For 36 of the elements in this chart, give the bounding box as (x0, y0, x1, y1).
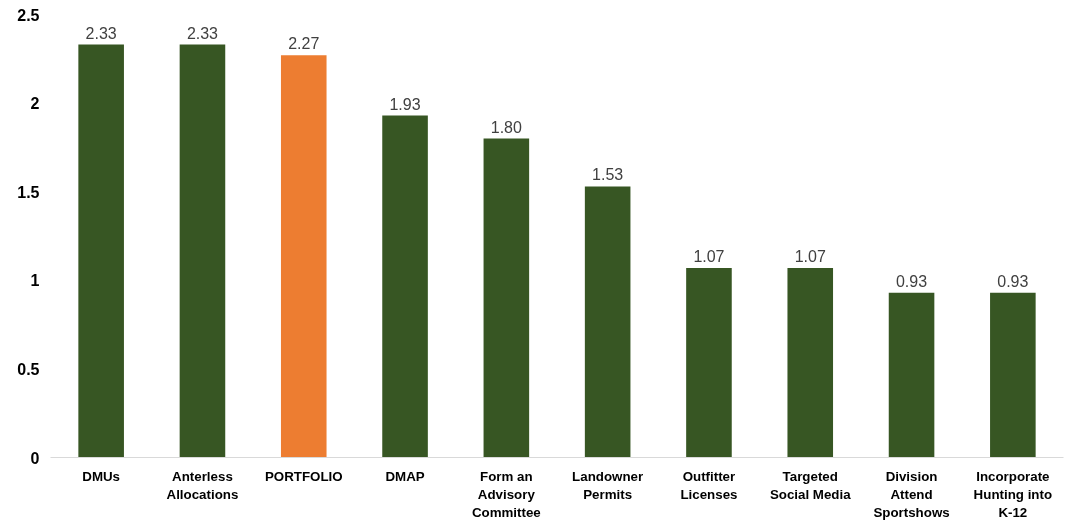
bar (78, 44, 124, 458)
y-tick-label: 0 (30, 449, 40, 467)
y-tick-label: 2.5 (17, 6, 40, 24)
bar (483, 138, 530, 458)
x-tick-label: DMAP (385, 468, 425, 484)
y-tick-label: 0.5 (17, 360, 40, 378)
data-label: 1.93 (389, 95, 421, 113)
data-label: 1.07 (794, 247, 826, 265)
y-tick-label: 2 (30, 95, 40, 113)
data-label: 0.93 (997, 272, 1029, 290)
bar (888, 292, 935, 458)
data-label: 2.33 (186, 24, 219, 42)
bar (787, 267, 834, 458)
x-tick-label: Incorporate Hunting into K-12 (973, 468, 1053, 520)
bar (990, 292, 1036, 458)
bar (179, 44, 226, 458)
data-label: 1.53 (592, 166, 624, 184)
x-tick-label: Form an Advisory Committee (471, 468, 541, 520)
bar (584, 186, 631, 458)
bar (382, 115, 428, 458)
y-tick-label: 1.5 (17, 183, 40, 201)
bar (280, 55, 327, 458)
data-label: 2.33 (85, 24, 117, 42)
bar (686, 267, 732, 458)
data-label: 1.07 (693, 247, 725, 265)
y-tick-label: 1 (30, 272, 40, 290)
x-tick-label: PORTFOLIO (264, 468, 343, 484)
data-label: 0.93 (895, 272, 928, 290)
x-tick-label: Anterless Allocations (166, 468, 239, 502)
x-tick-label: DMUs (82, 468, 121, 484)
x-tick-label: Outfitter Licenses (680, 468, 738, 502)
x-tick-label: Targeted Social Media (769, 468, 852, 502)
x-tick-label: Landowner Permits (572, 468, 644, 502)
data-label: 2.27 (288, 35, 320, 53)
data-label: 1.80 (490, 118, 523, 136)
x-tick-label: Division Attend Sportshows (873, 468, 950, 520)
